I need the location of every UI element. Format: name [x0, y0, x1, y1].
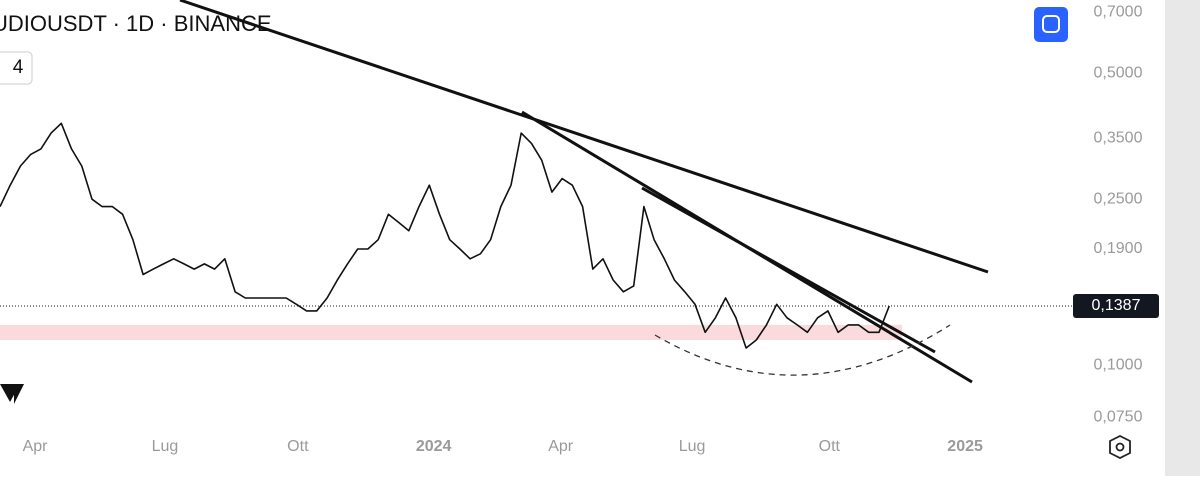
y-tick-label: 0,5000: [1094, 65, 1143, 82]
trendline: [179, 0, 989, 274]
fullscreen-button[interactable]: [1034, 7, 1068, 42]
x-tick-label: 2024: [416, 438, 452, 455]
y-tick-label: 0,0750: [1094, 409, 1143, 426]
logo: [0, 384, 24, 404]
side-strip: [1165, 0, 1200, 476]
x-tick-label: Lug: [152, 438, 179, 455]
y-tick-label: 0,1900: [1094, 240, 1143, 257]
settings-button[interactable]: [1109, 434, 1131, 460]
x-tick-label: Apr: [23, 438, 49, 455]
indicator-toggle[interactable]: [0, 51, 33, 85]
x-tick-label: Ott: [287, 438, 309, 455]
x-tick-label: Ott: [819, 438, 841, 455]
x-tick-label: 2025: [947, 438, 983, 455]
price-line: [0, 122, 890, 349]
y-tick-label: 0,1000: [1094, 357, 1143, 374]
indicator-count: 4: [13, 57, 24, 78]
support-zone: [0, 324, 902, 340]
y-tick-label: 0,3500: [1094, 129, 1143, 146]
dashed-arc: [654, 324, 951, 376]
y-tick-label: 0,2500: [1094, 190, 1143, 207]
trendline: [641, 186, 936, 354]
x-tick-label: Apr: [548, 438, 574, 455]
x-tick-label: Lug: [679, 438, 706, 455]
settings-icon: [1115, 442, 1125, 452]
last-price-box: [1073, 294, 1159, 319]
y-tick-label: 0,7000: [1094, 4, 1143, 21]
button-icon: [1042, 15, 1060, 33]
last-price-label: 0,1387: [1092, 297, 1141, 314]
chart-title: UDIOUSDT · 1D · BINANCE: [0, 11, 272, 36]
